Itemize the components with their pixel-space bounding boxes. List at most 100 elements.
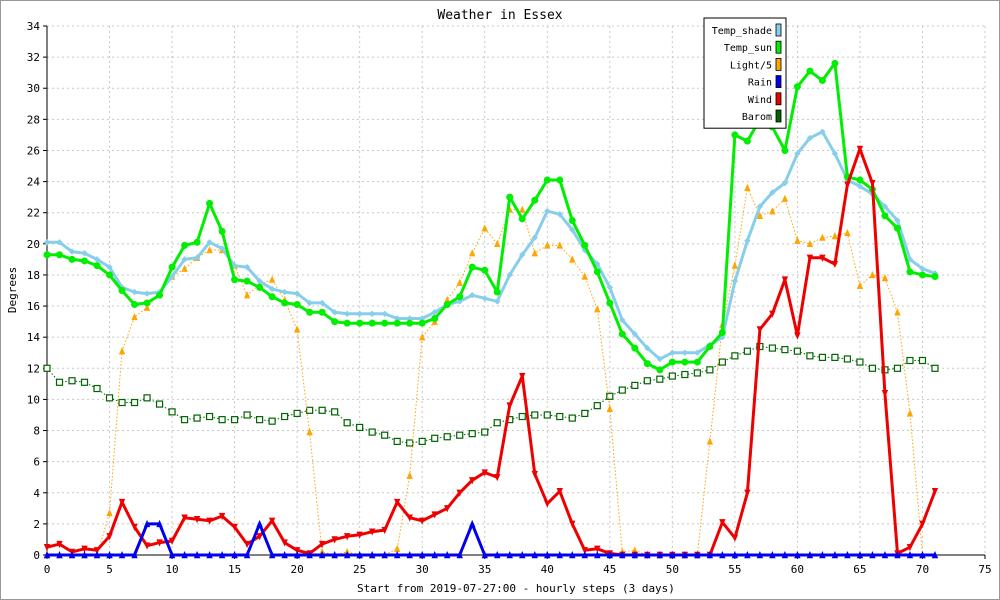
data-point-rain: [168, 551, 176, 559]
data-point-rain: [819, 551, 826, 559]
data-point-temp-sun: [881, 212, 889, 220]
data-point-rain: [606, 551, 613, 559]
data-point-light-5: [494, 239, 501, 248]
data-point-temp-sun: [681, 358, 689, 366]
data-point-rain: [644, 551, 651, 559]
data-point-temp-sun: [331, 318, 339, 326]
data-point-temp-shade: [894, 217, 901, 224]
data-point-barom: [406, 439, 414, 447]
data-point-temp-shade: [694, 349, 701, 356]
x-tick-label: 75: [978, 563, 991, 576]
data-point-barom: [243, 411, 251, 419]
data-point-rain: [181, 551, 188, 559]
data-point-wind: [419, 517, 426, 525]
y-tick-label: 0: [33, 549, 40, 562]
data-point-barom: [456, 431, 464, 439]
data-point-light-5: [268, 275, 276, 283]
data-point-barom: [581, 409, 589, 418]
y-tick-label: 26: [27, 144, 40, 157]
data-point-temp-sun: [631, 344, 639, 352]
data-point-rain: [431, 551, 438, 559]
y-tick-label: 20: [27, 238, 40, 251]
data-point-rain: [406, 551, 413, 559]
x-tick-label: 70: [916, 563, 929, 576]
data-point-temp-shade: [218, 245, 226, 252]
data-point-wind: [118, 498, 126, 507]
data-point-temp-shade: [469, 291, 476, 299]
data-point-temp-sun: [181, 241, 189, 249]
legend-label: Wind: [748, 95, 772, 106]
data-point-rain: [356, 551, 363, 559]
data-point-light-5: [794, 236, 801, 244]
data-point-rain: [681, 551, 689, 559]
x-tick-label: 35: [478, 563, 491, 576]
data-point-wind: [281, 539, 288, 547]
data-point-temp-shade: [756, 203, 764, 210]
data-point-light-5: [581, 272, 588, 280]
data-point-barom: [143, 394, 151, 402]
data-point-temp-sun: [831, 59, 839, 67]
data-point-temp-shade: [644, 344, 651, 352]
data-point-barom: [643, 377, 651, 385]
data-point-light-5: [856, 281, 864, 290]
data-point-barom: [93, 384, 101, 393]
series-group: [43, 59, 939, 559]
data-point-rain: [318, 551, 326, 559]
y-tick-label: 16: [27, 300, 40, 313]
legend-label: Temp_sun: [724, 43, 772, 54]
data-point-temp-sun: [243, 277, 251, 285]
data-point-light-5: [594, 305, 601, 313]
data-point-rain: [293, 551, 301, 559]
y-tick-label: 22: [27, 207, 40, 220]
data-point-temp-shade: [819, 128, 826, 135]
y-tick-label: 32: [27, 51, 40, 64]
data-point-temp-shade: [231, 262, 238, 269]
data-point-temp-sun: [581, 241, 589, 249]
data-point-rain: [856, 551, 864, 559]
data-point-wind: [218, 512, 226, 521]
data-point-wind: [431, 511, 438, 519]
data-point-temp-shade: [856, 183, 864, 190]
data-point-temp-sun: [643, 360, 651, 368]
data-point-barom: [843, 355, 852, 363]
data-point-rain: [581, 551, 588, 559]
data-point-rain: [143, 519, 151, 528]
y-tick-label: 12: [27, 362, 40, 375]
data-point-temp-shade: [606, 284, 613, 291]
x-tick-label: 65: [853, 563, 866, 576]
legend-swatch: [775, 109, 782, 123]
data-point-light-5: [769, 207, 776, 215]
data-point-temp-shade: [581, 246, 588, 254]
data-point-light-5: [881, 274, 889, 282]
data-point-barom: [268, 417, 276, 425]
data-point-wind: [156, 539, 163, 547]
data-point-temp-shade: [356, 310, 363, 318]
y-tick-label: 8: [33, 425, 40, 438]
data-point-temp-sun: [493, 288, 501, 296]
data-point-temp-sun: [718, 329, 726, 337]
data-point-barom: [130, 398, 139, 407]
data-point-rain: [631, 551, 639, 559]
data-point-rain: [769, 551, 776, 559]
data-point-barom: [668, 372, 676, 380]
data-point-temp-sun: [93, 262, 101, 270]
data-point-temp-sun: [231, 276, 239, 284]
data-point-temp-sun: [168, 263, 176, 271]
data-point-wind: [481, 469, 488, 477]
data-point-temp-shade: [368, 310, 376, 318]
data-point-temp-shade: [81, 249, 88, 257]
data-point-light-5: [143, 303, 151, 311]
x-tick-label: 60: [791, 563, 804, 576]
data-point-wind: [906, 544, 914, 552]
data-point-wind: [531, 470, 538, 479]
series-line-rain: [47, 522, 935, 557]
data-point-barom: [743, 347, 751, 355]
data-point-light-5: [819, 233, 826, 241]
data-point-wind: [231, 523, 238, 531]
data-point-barom: [868, 364, 877, 372]
data-point-temp-sun: [68, 255, 76, 263]
data-point-temp-sun: [918, 271, 926, 279]
data-point-rain: [594, 551, 601, 559]
data-point-temp-sun: [793, 83, 801, 91]
data-point-light-5: [519, 205, 526, 213]
